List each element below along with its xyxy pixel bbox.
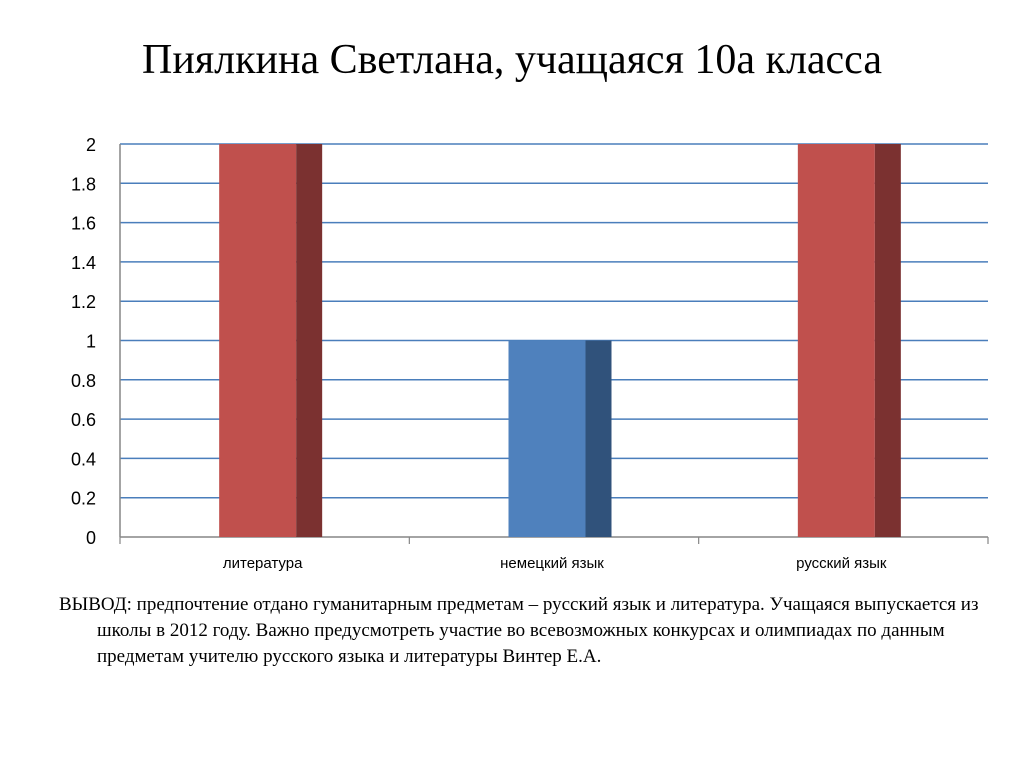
x-tick-label: литература [223, 555, 303, 572]
x-tick-label: немецкий язык [500, 555, 604, 572]
y-tick-label: 0 [86, 528, 96, 548]
x-tick-labels: литература немецкий язык русский язык [223, 555, 887, 572]
bar-side-2 [585, 340, 612, 537]
y-tick-label: 0.4 [71, 449, 96, 469]
slide-title: Пиялкина Светлана, учащаяся 10а класса [142, 37, 882, 83]
x-tick-label: русский язык [796, 555, 887, 572]
y-tick-label: 1.8 [71, 174, 96, 194]
bar-side-3 [874, 144, 901, 537]
y-tick-labels: 0 0.2 0.4 0.6 0.8 1 1.2 1.4 1.6 1.8 2 [71, 135, 96, 548]
y-tick-label: 1.4 [71, 253, 96, 273]
y-tick-label: 1.2 [71, 292, 96, 312]
y-tick-label: 1.6 [71, 214, 96, 234]
y-tick-label: 0.6 [71, 410, 96, 430]
bars [219, 144, 901, 537]
y-tick-label: 0.8 [71, 371, 96, 391]
bar-1 [219, 144, 297, 537]
bar-chart: 0 0.2 0.4 0.6 0.8 1 1.2 1.4 1.6 1.8 2 литература не… [71, 135, 989, 572]
conclusion-text: ВЫВОД: предпочтение отдано гуманитарным … [59, 594, 979, 667]
y-tick-label: 1 [86, 332, 96, 352]
bar-3 [797, 144, 875, 537]
y-tick-label: 2 [86, 135, 96, 155]
y-tick-label: 0.2 [71, 489, 96, 509]
bar-2 [508, 340, 586, 537]
bar-side-1 [296, 144, 323, 537]
